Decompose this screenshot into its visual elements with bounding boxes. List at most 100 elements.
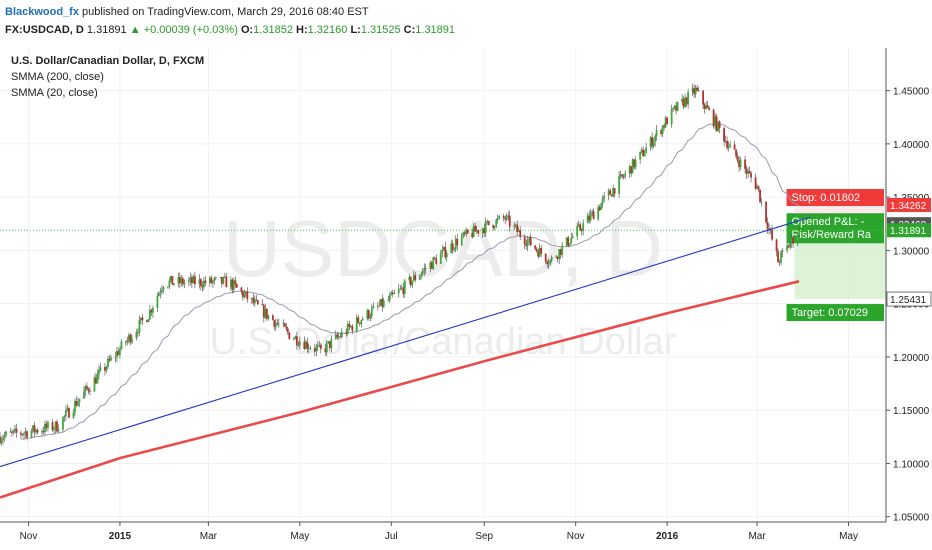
candle-body	[225, 276, 228, 288]
candle-body	[14, 428, 16, 431]
candle-body	[760, 201, 763, 203]
candle-body	[131, 338, 133, 343]
candle-body	[472, 225, 475, 237]
candle-body	[492, 224, 495, 228]
candle-body	[628, 166, 631, 174]
candle-body	[789, 243, 791, 248]
time-tick-label: 2016	[656, 531, 679, 542]
price-tick-label: 1.05000	[893, 513, 930, 524]
candle-body	[645, 147, 648, 154]
candle-body	[696, 87, 699, 91]
candle-body	[694, 87, 697, 95]
time-axis: Nov 2015 Mar May Jul Sep Nov 2016 Mar May	[0, 521, 886, 542]
candle-body	[104, 367, 106, 371]
low-label: L:	[350, 24, 361, 36]
candle-body	[484, 221, 487, 233]
candle-body	[316, 345, 319, 347]
candle-body	[733, 144, 736, 150]
candle-body	[603, 195, 606, 199]
candle-body	[777, 251, 779, 263]
candle-body	[400, 287, 403, 289]
candle-body	[234, 280, 237, 284]
candle-body	[750, 173, 752, 178]
candle-body	[44, 423, 46, 433]
candle-body	[336, 334, 339, 338]
up-arrow-icon: ▲	[129, 24, 141, 36]
candle-body	[505, 215, 508, 220]
trendline-layer[interactable]	[0, 216, 810, 468]
candle-body	[283, 323, 286, 327]
candle-body	[771, 229, 773, 240]
candle-body	[547, 263, 550, 265]
candle-body	[271, 315, 274, 321]
candle-body	[244, 291, 247, 294]
candle-body	[756, 186, 758, 189]
candle-body	[715, 116, 718, 131]
candle-body	[559, 249, 562, 255]
support-trendline[interactable]	[0, 216, 810, 468]
candle-body	[315, 346, 318, 352]
candle-body	[307, 348, 310, 350]
smma20-line[interactable]	[20, 123, 800, 440]
candle-body	[390, 292, 393, 296]
price-level-label: 1.31891	[890, 226, 927, 237]
candle-body	[444, 246, 447, 258]
candle-body	[288, 332, 291, 340]
high-label: H:	[296, 24, 308, 36]
author-link[interactable]: Blackwood_fx	[5, 6, 79, 18]
smma200-line[interactable]	[0, 280, 800, 499]
candle-body	[282, 323, 285, 324]
target-box	[786, 304, 884, 322]
candle-body	[399, 288, 402, 290]
candle-body	[411, 280, 414, 286]
candle-body	[204, 280, 207, 284]
candle-body	[369, 316, 372, 319]
candle-body	[358, 322, 361, 325]
watermark-name: U.S. Dollar/Canadian Dollar	[210, 321, 677, 363]
candle-body	[409, 277, 412, 286]
candle-body	[613, 188, 616, 194]
candle-body	[24, 431, 27, 434]
candle-body	[790, 237, 793, 244]
candle-body	[346, 323, 349, 334]
candle-body	[550, 256, 553, 261]
candle-body	[96, 374, 99, 384]
candle-body	[421, 270, 424, 274]
legend-smma20[interactable]: SMMA (20, close)	[11, 87, 98, 99]
candle-body	[675, 105, 678, 111]
candle-body	[766, 222, 769, 230]
candle-body	[420, 273, 423, 276]
candle-body	[598, 207, 601, 211]
position-tool[interactable]: Stop: 0.01802 Opened P&L: -Risk/Reward Ra…	[786, 188, 886, 322]
candle-body	[591, 211, 594, 214]
candle-body	[334, 334, 337, 339]
candle-body	[558, 249, 561, 260]
candle-body	[84, 386, 87, 392]
candle-body	[327, 341, 330, 343]
candle-body	[622, 176, 625, 178]
legend-smma200[interactable]: SMMA (200, close)	[11, 71, 104, 83]
pl-label: Opened P&L: -	[792, 216, 865, 228]
candle-body	[15, 428, 18, 433]
stop-box	[786, 188, 884, 206]
candle-body	[33, 425, 36, 433]
candle-body	[714, 116, 716, 127]
candle-body	[240, 287, 243, 292]
candle-body	[54, 421, 57, 429]
candle-body	[77, 402, 79, 406]
candle-body	[223, 276, 226, 278]
candle-body	[642, 149, 645, 157]
candle-body	[397, 289, 400, 294]
candle-body	[504, 218, 507, 220]
candle-body	[723, 128, 725, 142]
candle-body	[108, 358, 111, 361]
candle-body	[666, 117, 669, 125]
candle-body	[571, 236, 574, 238]
price-chart[interactable]: USDCAD, D U.S. Dollar/Canadian Dollar St…	[0, 48, 932, 550]
candle-body	[652, 141, 655, 147]
candle-body	[276, 323, 279, 324]
candle-body	[412, 275, 415, 281]
stop-label: Stop: 0.01802	[792, 192, 861, 204]
candle-body	[198, 279, 201, 285]
candle-body	[781, 250, 784, 252]
